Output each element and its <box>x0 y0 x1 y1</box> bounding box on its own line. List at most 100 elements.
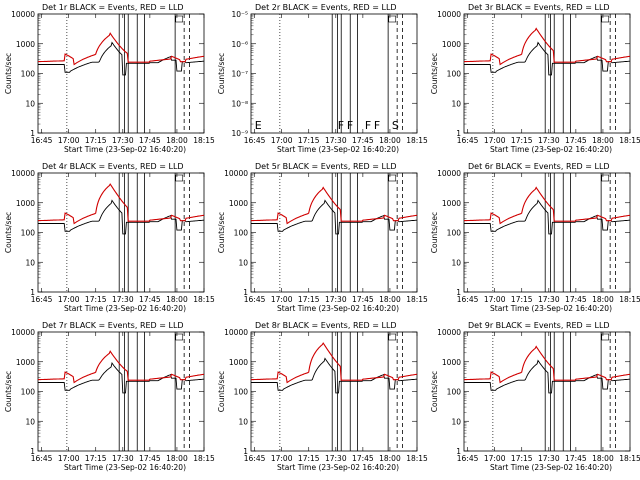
marker-box <box>175 333 184 341</box>
marker-box <box>388 333 397 341</box>
panel-det-3r: Det 3r BLACK = Events, RED = LLD 1 10 100 10… <box>430 3 640 154</box>
flag-letter: F <box>374 119 380 132</box>
y-tick-label: 1000 <box>229 358 248 367</box>
x-axis-label: Start Time (23-Sep-02 16:40:20) <box>277 304 399 313</box>
lld-series-line <box>37 183 205 225</box>
x-tick-label: 17:30 <box>325 136 347 145</box>
y-tick-label: 10 <box>451 258 461 267</box>
x-tick-label: 18:00 <box>379 295 401 304</box>
lld-series-line <box>250 186 418 225</box>
marker-box <box>175 15 184 23</box>
x-tick-label: 17:00 <box>271 295 293 304</box>
panel-title: Det 4r BLACK = Events, RED = LLD <box>42 162 184 171</box>
y-tick-label: 10 <box>238 417 248 426</box>
y-axis-label: Counts/sec <box>430 53 439 94</box>
y-tick-label: 1 <box>456 447 461 456</box>
x-tick-label: 18:00 <box>166 454 188 463</box>
panel-det-4r: Det 4r BLACK = Events, RED = LLD 1 10 100 10… <box>4 162 215 313</box>
x-tick-label: 16:45 <box>457 454 479 463</box>
x-tick-label: 17:45 <box>352 454 374 463</box>
y-tick-label: 1 <box>243 288 248 297</box>
x-tick-label: 17:00 <box>58 295 80 304</box>
y-axis-label: Counts/sec <box>4 212 13 253</box>
panel-title: Det 5r BLACK = Events, RED = LLD <box>255 162 397 171</box>
events-series-line <box>251 357 417 394</box>
flag-letter: F <box>365 119 371 132</box>
x-tick-label: 16:45 <box>244 136 266 145</box>
marker-box <box>388 174 397 182</box>
panel-title: Det 3r BLACK = Events, RED = LLD <box>468 3 610 12</box>
x-tick-label: 17:15 <box>85 136 107 145</box>
x-axis-label: Start Time (23-Sep-02 16:40:20) <box>64 145 186 154</box>
panel-title: Det 6r BLACK = Events, RED = LLD <box>468 162 610 171</box>
y-tick-label: 10 <box>451 99 461 108</box>
events-series-line <box>464 199 630 235</box>
x-tick-label: 18:15 <box>193 295 215 304</box>
x-tick-label: 18:15 <box>406 136 428 145</box>
events-series-line <box>38 41 204 76</box>
panel-title: Det 1r BLACK = Events, RED = LLD <box>42 3 184 12</box>
y-tick-label: 10000 <box>11 328 35 337</box>
y-tick-label: 1 <box>243 447 248 456</box>
flag-letter: F <box>338 119 344 132</box>
x-axis-label: Start Time (23-Sep-02 16:40:20) <box>64 463 186 472</box>
y-tick-label: 10 <box>238 258 248 267</box>
y-tick-label: 10000 <box>224 328 248 337</box>
panel-title: Det 7r BLACK = Events, RED = LLD <box>42 321 184 330</box>
panel-title: Det 9r BLACK = Events, RED = LLD <box>468 321 610 330</box>
y-axis-label: Counts/sec <box>430 212 439 253</box>
y-tick-label: 100 <box>21 229 36 238</box>
y-tick-label: 100 <box>234 229 249 238</box>
x-axis-label: Start Time (23-Sep-02 16:40:20) <box>277 463 399 472</box>
y-tick-label: 1000 <box>442 40 461 49</box>
x-tick-label: 18:00 <box>592 136 614 145</box>
x-tick-label: 17:30 <box>325 295 347 304</box>
x-tick-label: 17:00 <box>58 136 80 145</box>
x-tick-label: 17:15 <box>298 136 320 145</box>
x-tick-label: 16:45 <box>31 454 53 463</box>
x-tick-label: 18:15 <box>193 454 215 463</box>
x-tick-label: 18:15 <box>619 454 640 463</box>
y-tick-label: 10000 <box>224 169 248 178</box>
y-tick-label: 1 <box>30 288 35 297</box>
x-tick-label: 16:45 <box>457 295 479 304</box>
x-tick-label: 17:30 <box>112 295 134 304</box>
x-axis-label: Start Time (23-Sep-02 16:40:20) <box>490 145 612 154</box>
y-tick-label: 10 <box>25 417 35 426</box>
marker-box <box>601 174 610 182</box>
x-tick-label: 17:15 <box>298 295 320 304</box>
x-tick-label: 16:45 <box>31 295 53 304</box>
y-tick-label: 1 <box>30 129 35 138</box>
x-tick-label: 17:45 <box>139 136 161 145</box>
x-tick-label: 17:00 <box>484 454 506 463</box>
marker-box <box>175 174 184 182</box>
y-tick-label: 1000 <box>442 358 461 367</box>
y-tick-label: 1 <box>456 129 461 138</box>
panel-det-1r: Det 1r BLACK = Events, RED = LLD 1 10 100 10… <box>4 3 215 154</box>
x-tick-label: 17:45 <box>139 295 161 304</box>
flag-letter: S <box>392 119 399 132</box>
y-tick-label: 100 <box>21 70 36 79</box>
plot-frame <box>250 331 418 452</box>
x-tick-label: 18:15 <box>619 136 640 145</box>
panel-title: Det 8r BLACK = Events, RED = LLD <box>255 321 397 330</box>
y-axis-label: Counts/sec <box>430 371 439 412</box>
y-axis-label: Counts/sec <box>217 371 226 412</box>
y-axis-label: Counts/sec <box>4 53 13 94</box>
y-axis-label: Counts/sec <box>217 212 226 253</box>
x-axis-label: Start Time (23-Sep-02 16:40:20) <box>490 304 612 313</box>
x-tick-label: 17:15 <box>511 295 533 304</box>
flag-letter: F <box>347 119 353 132</box>
x-tick-label: 18:00 <box>379 136 401 145</box>
x-tick-label: 17:30 <box>325 454 347 463</box>
plot-frame <box>37 331 205 452</box>
x-tick-label: 17:00 <box>484 295 506 304</box>
panel-det-5r: Det 5r BLACK = Events, RED = LLD 1 10 100 10… <box>217 162 428 313</box>
x-tick-label: 17:00 <box>271 454 293 463</box>
y-tick-label: 1 <box>456 288 461 297</box>
y-tick-label: 100 <box>234 388 249 397</box>
events-series-line <box>464 41 630 76</box>
plot-frame <box>463 331 631 452</box>
x-tick-label: 16:45 <box>31 136 53 145</box>
